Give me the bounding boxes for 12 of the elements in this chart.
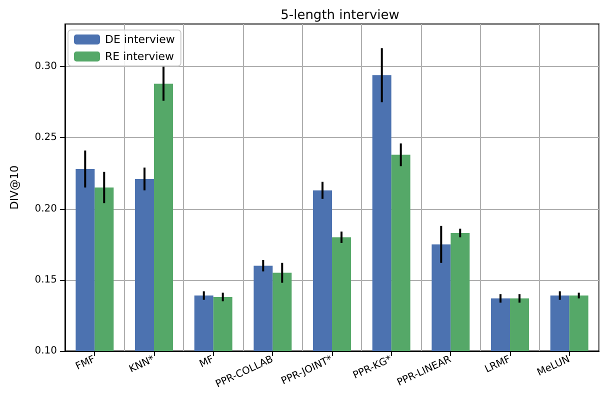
y-tick-label: 0.30 <box>34 61 57 72</box>
y-tick-label: 0.20 <box>34 203 57 214</box>
x-tick-label: KNN* <box>128 354 156 376</box>
y-tick-label: 0.10 <box>34 346 57 356</box>
x-tick-label: FMF <box>74 354 98 372</box>
chart-title: 5-length interview <box>280 8 400 23</box>
y-tick-label: 0.25 <box>34 132 57 144</box>
x-tick-label: MF <box>198 354 216 370</box>
y-axis-title: DIV@10 <box>8 165 21 210</box>
y-tick-label: 0.15 <box>34 274 57 286</box>
legend-label: DE interview <box>105 33 175 46</box>
legend-label: RE interview <box>105 50 174 63</box>
